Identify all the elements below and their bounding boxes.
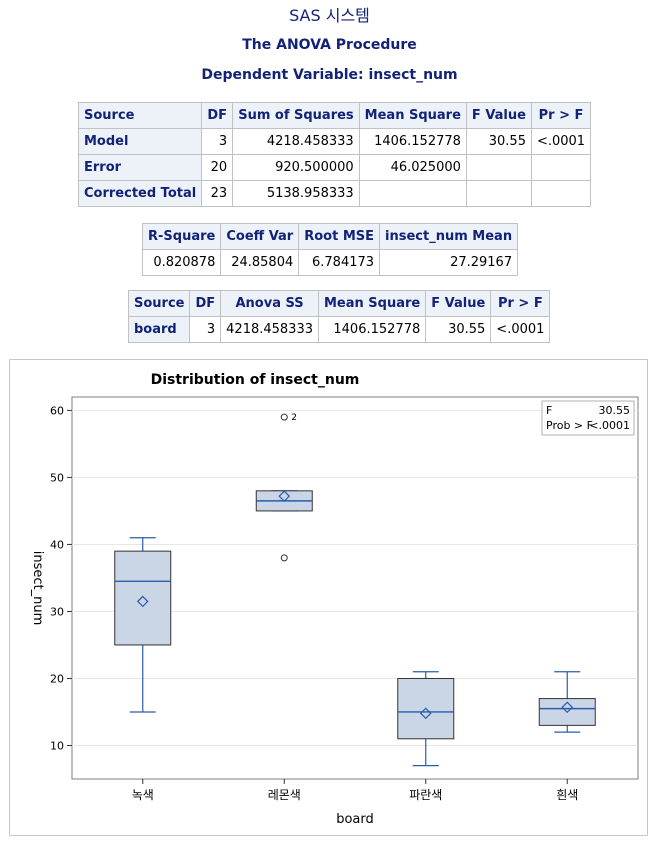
y-tick-label: 60 — [50, 404, 64, 417]
anova-table: Source DF Sum of Squares Mean Square F V… — [77, 102, 592, 207]
table-cell: 920.500000 — [232, 154, 360, 181]
y-tick-label: 20 — [50, 672, 64, 685]
table-cell: 24.85804 — [220, 249, 300, 276]
y-tick-label: 10 — [50, 739, 64, 752]
outlier-point — [280, 554, 288, 562]
table-row: 0.820878 24.85804 6.784173 27.29167 — [141, 249, 519, 276]
table-cell: 3 — [201, 128, 234, 155]
x-axis-label: board — [336, 812, 374, 827]
inset-stat-value: <.0001 — [589, 419, 630, 432]
y-tick-label: 50 — [50, 471, 64, 484]
mean-marker — [278, 490, 291, 503]
x-tick-label: 녹색 — [132, 788, 154, 802]
table-cell: 30.55 — [425, 316, 492, 343]
y-tick-label: 40 — [50, 538, 64, 551]
table-cell: <.0001 — [530, 128, 592, 155]
box-group — [538, 671, 596, 733]
row-header: board — [127, 316, 191, 343]
table-header-row: Source DF Anova SS Mean Square F Value P… — [127, 290, 551, 317]
column-header: Source — [127, 290, 191, 317]
f-statistic-inset: F 30.55 Prob > F<.0001 — [541, 400, 635, 436]
table-cell: 20 — [201, 154, 234, 181]
table-row: Model 3 4218.458333 1406.152778 30.55 <.… — [77, 128, 592, 155]
y-tick-label: 30 — [50, 605, 64, 618]
table-cell: 27.29167 — [379, 249, 519, 276]
plot-area — [71, 396, 639, 780]
x-tick-label: 레몬색 — [268, 788, 301, 802]
mean-marker — [419, 707, 432, 720]
column-header: Anova SS — [220, 290, 319, 317]
table-row: Corrected Total 23 5138.958333 — [77, 180, 592, 207]
boxes-layer: 2 — [114, 413, 596, 767]
table-cell: 6.784173 — [298, 249, 381, 276]
table-cell: 4218.458333 — [220, 316, 319, 343]
column-header: Pr > F — [490, 290, 551, 317]
row-header: Model — [77, 128, 203, 155]
column-header: insect_num Mean — [379, 223, 519, 250]
anova-ss-table: Source DF Anova SS Mean Square F Value P… — [127, 290, 551, 343]
axes-layer: 10 20 30 40 50 60 녹색 레몬색 파란색 흰색 — [50, 404, 578, 802]
fit-statistics-table: R-Square Coeff Var Root MSE insect_num M… — [141, 223, 519, 276]
table-cell: 23 — [201, 180, 234, 207]
inset-stat-label: F — [546, 404, 552, 417]
column-header: F Value — [425, 290, 492, 317]
table-cell: 5138.958333 — [232, 180, 360, 207]
mean-marker — [136, 595, 149, 608]
table-cell: <.0001 — [490, 316, 551, 343]
column-header: DF — [189, 290, 222, 317]
column-header: Source — [77, 102, 203, 129]
inset-stat-label: Prob > F — [546, 419, 593, 432]
outlier-label: 2 — [291, 413, 297, 423]
column-header: Pr > F — [530, 102, 592, 129]
column-header: Mean Square — [358, 102, 467, 129]
column-header: Mean Square — [317, 290, 427, 317]
table-cell — [465, 180, 532, 207]
table-row: Error 20 920.500000 46.025000 — [77, 154, 592, 181]
row-header: Corrected Total — [77, 180, 203, 207]
table-header-row: R-Square Coeff Var Root MSE insect_num M… — [141, 223, 519, 250]
inset-stat-value: 30.55 — [599, 404, 631, 417]
table-header-row: Source DF Sum of Squares Mean Square F V… — [77, 102, 592, 129]
box-plot-panel: Distribution of insect_num 2 10 20 30 40 50 6… — [9, 359, 648, 836]
procedure-title: The ANOVA Procedure — [242, 37, 417, 53]
x-tick-label: 파란색 — [409, 788, 442, 802]
column-header: Root MSE — [298, 223, 381, 250]
box-group: 2 — [255, 413, 313, 562]
inset-box — [541, 400, 635, 436]
y-axis-label: insect_num — [30, 551, 45, 626]
outlier-point — [280, 413, 288, 421]
table-cell: 1406.152778 — [358, 128, 467, 155]
table-cell — [530, 154, 592, 181]
column-header: R-Square — [141, 223, 222, 250]
row-header: Error — [77, 154, 203, 181]
dependent-variable-title: Dependent Variable: insect_num — [201, 67, 458, 83]
table-cell — [358, 180, 467, 207]
box-iqr — [114, 550, 172, 646]
box-group — [114, 537, 172, 713]
table-cell: 46.025000 — [358, 154, 467, 181]
x-tick-label: 흰색 — [556, 788, 578, 802]
column-header: Coeff Var — [220, 223, 300, 250]
table-cell: 4218.458333 — [232, 128, 360, 155]
table-cell: 30.55 — [465, 128, 532, 155]
box-plot-chart: Distribution of insect_num 2 10 20 30 40 50 6… — [30, 372, 639, 827]
table-row: board 3 4218.458333 1406.152778 30.55 <.… — [127, 316, 551, 343]
gridlines — [72, 409, 638, 746]
table-cell — [465, 154, 532, 181]
table-cell — [530, 180, 592, 207]
table-cell: 0.820878 — [141, 249, 222, 276]
table-cell: 3 — [189, 316, 222, 343]
column-header: F Value — [465, 102, 532, 129]
table-cell: 1406.152778 — [317, 316, 427, 343]
chart-title: Distribution of insect_num — [151, 372, 360, 388]
column-header: Sum of Squares — [232, 102, 360, 129]
system-title: SAS 시스템 — [289, 6, 370, 25]
mean-marker — [561, 701, 574, 714]
box-group — [397, 671, 455, 767]
column-header: DF — [201, 102, 234, 129]
